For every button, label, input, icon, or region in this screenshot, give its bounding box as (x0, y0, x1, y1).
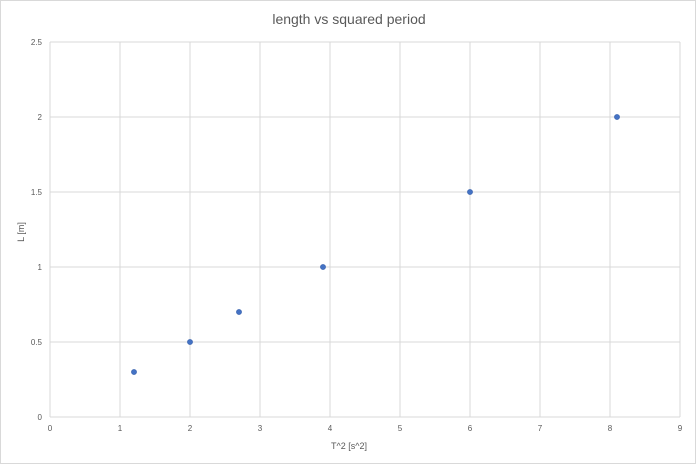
data-point (236, 309, 242, 315)
x-tick-label: 4 (328, 424, 333, 433)
y-tick-label: 2.5 (31, 38, 43, 47)
x-tick-label: 0 (48, 424, 53, 433)
y-tick-label: 0 (38, 413, 43, 422)
x-tick-label: 5 (398, 424, 403, 433)
y-tick-label: 1.5 (31, 188, 43, 197)
x-tick-label: 2 (188, 424, 193, 433)
x-tick-label: 7 (538, 424, 543, 433)
tick-labels: 0 1 2 3 4 5 6 7 8 9 0 0.5 1 1.5 2 2.5 (31, 38, 683, 433)
x-tick-label: 6 (468, 424, 473, 433)
x-tick-label: 9 (678, 424, 683, 433)
data-point (614, 114, 620, 120)
data-point (187, 339, 193, 345)
data-point (131, 369, 137, 375)
y-tick-label: 0.5 (31, 338, 43, 347)
data-point (467, 189, 473, 195)
x-axis-title: T^2 [s^2] (331, 441, 367, 451)
chart-title: length vs squared period (272, 11, 425, 27)
x-tick-label: 8 (608, 424, 613, 433)
x-tick-label: 3 (258, 424, 263, 433)
x-tick-label: 1 (118, 424, 123, 433)
y-axis-title: L [m] (16, 222, 26, 242)
data-points (131, 114, 620, 375)
y-tick-label: 1 (38, 263, 43, 272)
gridlines (49, 41, 681, 418)
data-point (320, 264, 326, 270)
y-tick-label: 2 (38, 113, 43, 122)
